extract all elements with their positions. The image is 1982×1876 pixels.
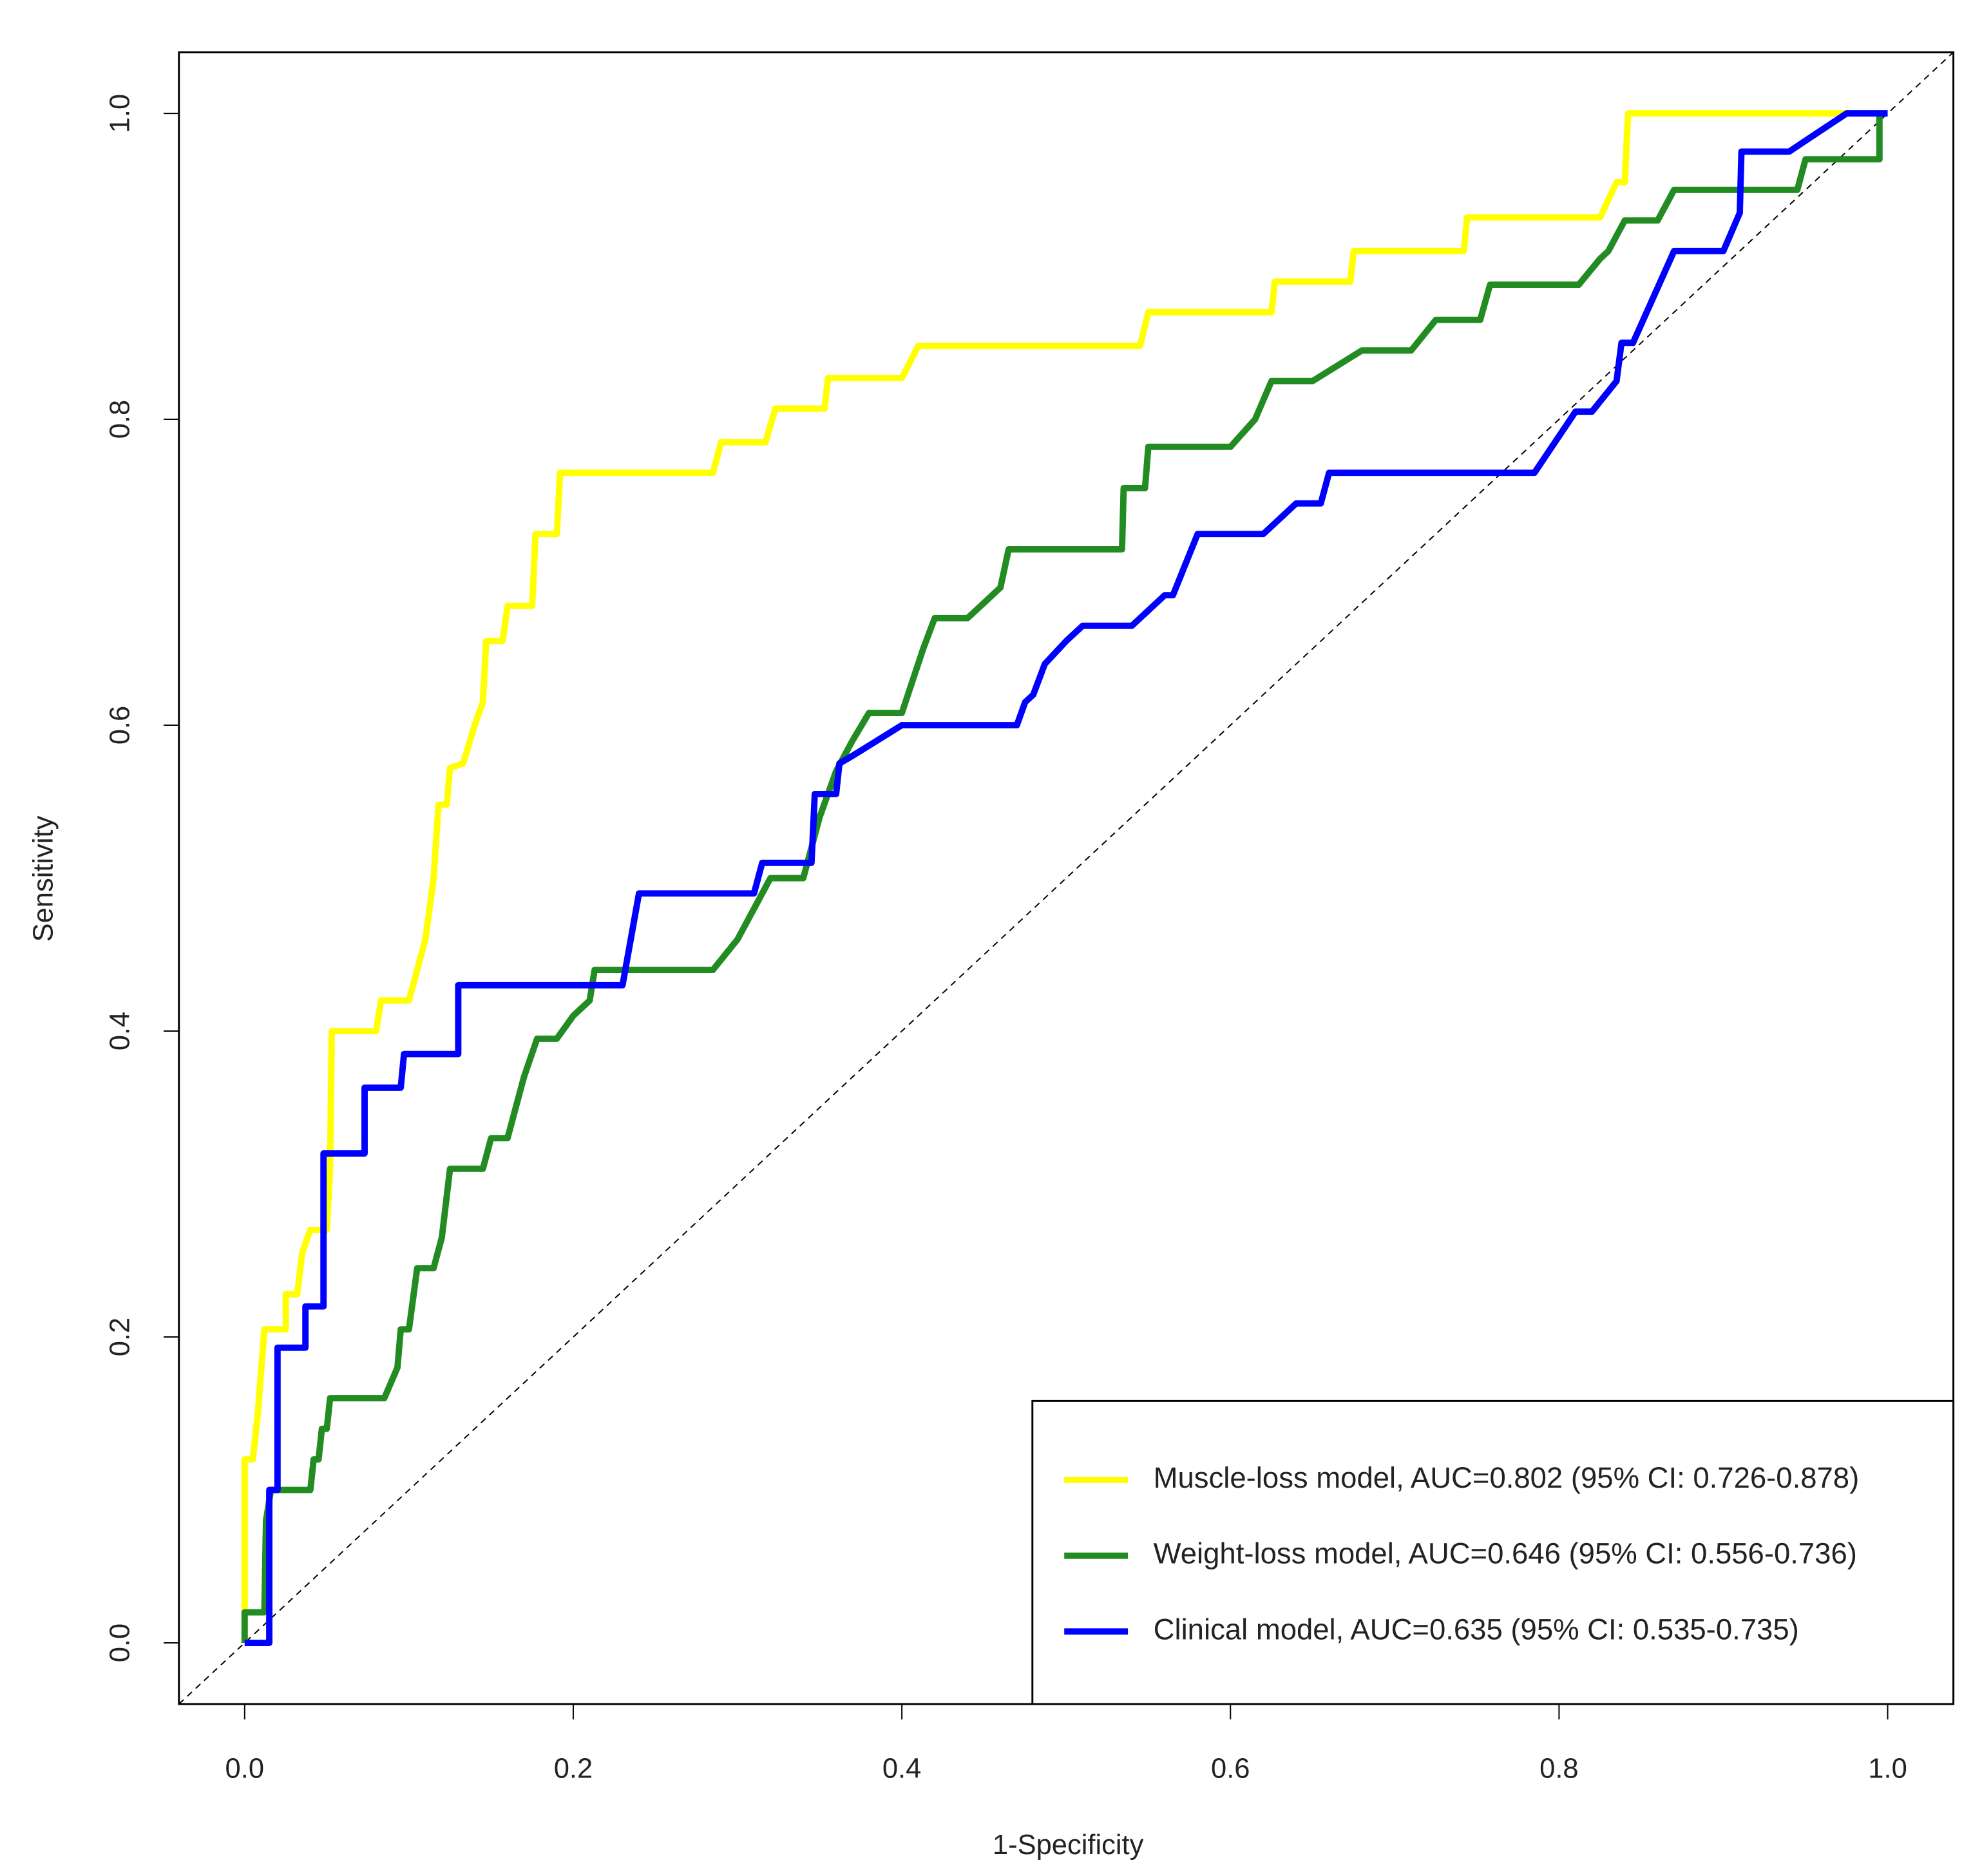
y-tick-label: 1.0 xyxy=(104,94,135,133)
roc-curve xyxy=(241,113,1883,1644)
roc-curve xyxy=(241,110,1888,1644)
roc-curve xyxy=(244,110,1888,1646)
reference-diagonal xyxy=(178,52,1954,1705)
y-tick-label: 0.8 xyxy=(104,400,135,439)
x-tick-label: 0.0 xyxy=(225,1753,264,1784)
x-tick-label: 0.8 xyxy=(1539,1753,1578,1784)
legend-label: Muscle-loss model, AUC=0.802 (95% CI: 0.… xyxy=(1154,1461,1860,1494)
y-tick-label: 0.4 xyxy=(104,1012,135,1050)
y-tick-label: 0.6 xyxy=(104,706,135,744)
legend: Muscle-loss model, AUC=0.802 (95% CI: 0.… xyxy=(1031,1399,1955,1705)
y-tick-label: 0.0 xyxy=(104,1624,135,1662)
x-tick-label: 0.4 xyxy=(882,1753,921,1784)
x-tick-label: 1.0 xyxy=(1868,1753,1907,1784)
y-tick-label: 0.2 xyxy=(104,1318,135,1356)
x-tick-label: 0.2 xyxy=(554,1753,593,1784)
x-tick-label: 0.6 xyxy=(1211,1753,1250,1784)
legend-label: Clinical model, AUC=0.635 (95% CI: 0.535… xyxy=(1154,1613,1799,1645)
legend-box xyxy=(1031,1399,1955,1705)
legend-label: Weight-loss model, AUC=0.646 (95% CI: 0.… xyxy=(1154,1537,1857,1570)
x-axis-label: 1-Specificity xyxy=(993,1830,1144,1861)
y-axis-label: Sensitivity xyxy=(28,815,59,942)
